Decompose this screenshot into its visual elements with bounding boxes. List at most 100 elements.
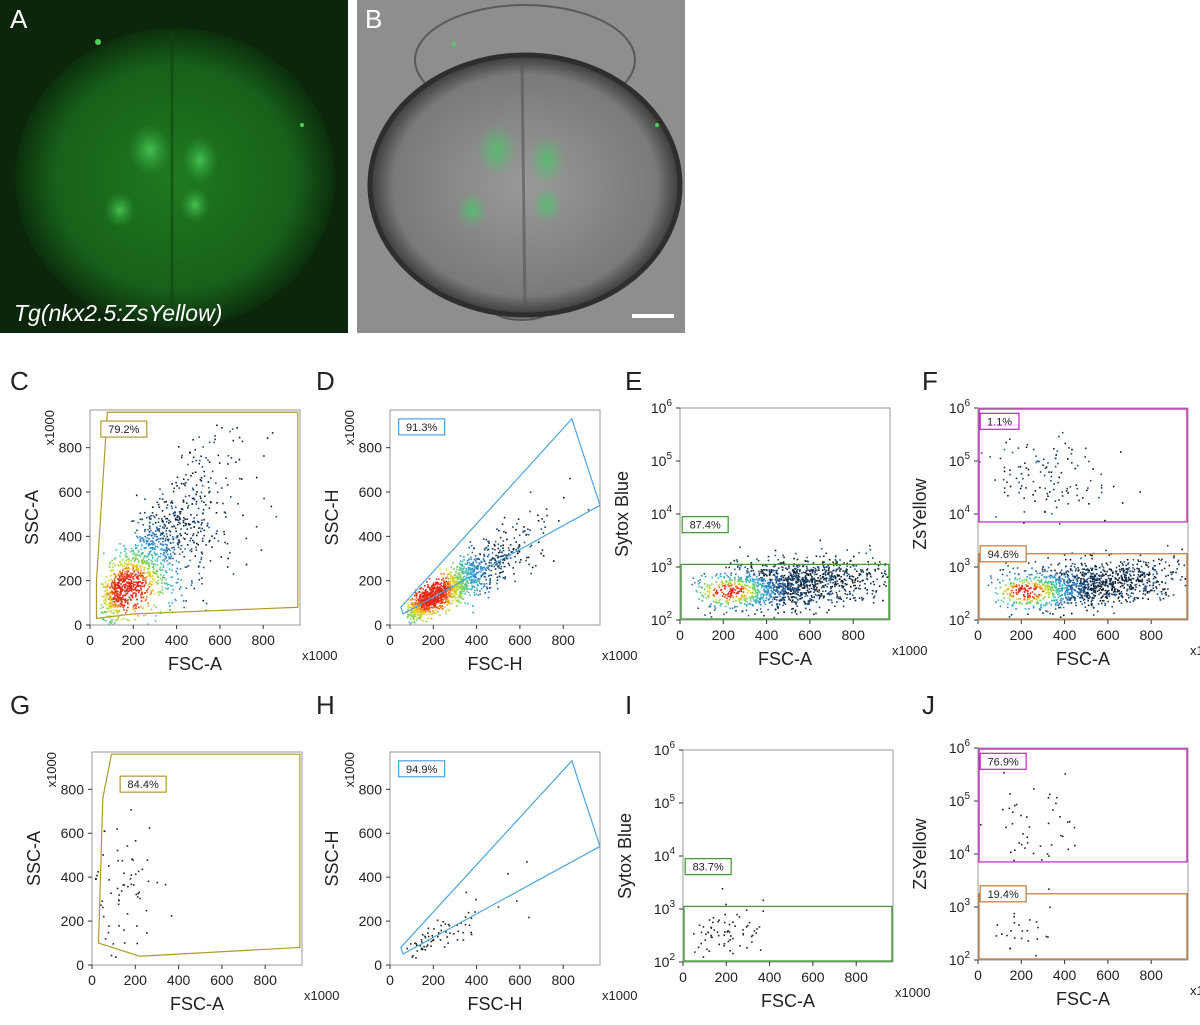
event-dot [174,511,176,513]
event-dot [862,569,864,571]
event-dot [130,576,132,578]
event-dot [171,508,173,510]
event-dot [1096,569,1098,571]
event-dot [150,550,152,552]
event-dot [859,597,861,599]
event-dot [768,599,770,601]
event-dot [466,568,468,570]
event-dot [854,582,856,584]
event-dot [114,601,116,603]
x-tick-label: 600 [798,627,822,643]
event-dot [731,580,733,582]
event-dot [426,607,428,609]
event-dot [881,572,883,574]
event-dot [199,562,201,564]
event-dot [157,570,159,572]
event-dot [183,607,185,609]
event-dot [106,592,108,594]
event-dot [426,621,428,623]
event-dot [462,586,464,588]
event-dot [538,520,540,522]
event-dot [191,503,193,505]
event-dot [753,589,755,591]
event-dot [450,572,452,574]
event-dot [788,584,790,586]
event-dot [111,575,113,577]
event-dot [488,569,490,571]
event-dot [727,600,729,602]
event-dot [156,526,158,528]
event-dot [698,583,700,585]
event-dot [426,581,428,583]
event-dot [820,575,822,577]
event-dot [168,602,170,604]
event-dot [867,561,869,563]
event-dot [100,608,102,610]
event-dot [846,573,848,575]
event-dot [773,592,775,594]
event-dot [140,512,142,514]
event-dot [818,569,820,571]
event-dot [848,574,850,576]
event-dot [747,568,749,570]
event-dot [1088,461,1090,463]
event-dot [1161,593,1163,595]
event-dot [1057,602,1059,604]
event-dot [135,558,137,560]
y-tick-label: 400 [59,528,83,544]
event-dot [1071,462,1073,464]
event-dot [122,559,124,561]
event-dot [414,622,416,624]
event-dot [461,595,463,597]
event-dot [718,600,720,602]
event-dot [1109,554,1111,556]
event-dot [783,597,785,599]
event-dot [1013,584,1015,586]
event-dot [433,588,435,590]
event-dot [193,542,195,544]
event-dot [784,590,786,592]
event-dot [826,553,828,555]
event-dot [132,608,134,610]
event-dot [754,596,756,598]
event-dot [199,463,201,465]
event-dot [715,581,717,583]
event-dot [1022,588,1024,590]
event-dot [116,619,118,621]
event-dot [472,565,474,567]
event-dot [775,590,777,592]
event-dot [823,579,825,581]
event-dot [145,540,147,542]
event-dot [124,565,126,567]
fluorescence-photo: Tg(nkx2.5:ZsYellow) [0,0,348,333]
event-dot [193,517,195,519]
event-dot [484,592,486,594]
event-dot [427,602,429,604]
event-dot [835,578,837,580]
event-dot [761,585,763,587]
event-dot [1085,565,1087,567]
event-dot [183,500,185,502]
event-dot [132,593,134,595]
event-dot [786,592,788,594]
event-dot [849,577,851,579]
event-dot [1156,571,1158,573]
event-dot [203,519,205,521]
event-dot [166,533,168,535]
event-dot [1157,581,1159,583]
event-dot [1103,584,1105,586]
event-dot [863,571,865,573]
event-dot [782,583,784,585]
event-dot [1121,591,1123,593]
event-dot [413,612,415,614]
event-dot [866,573,868,575]
event-dot [1117,589,1119,591]
event-dot [201,557,203,559]
y-axis-unit: x1000 [342,410,357,445]
event-dot [834,582,836,584]
event-dot [462,593,464,595]
event-dot [1012,590,1014,592]
event-dot [1007,565,1009,567]
